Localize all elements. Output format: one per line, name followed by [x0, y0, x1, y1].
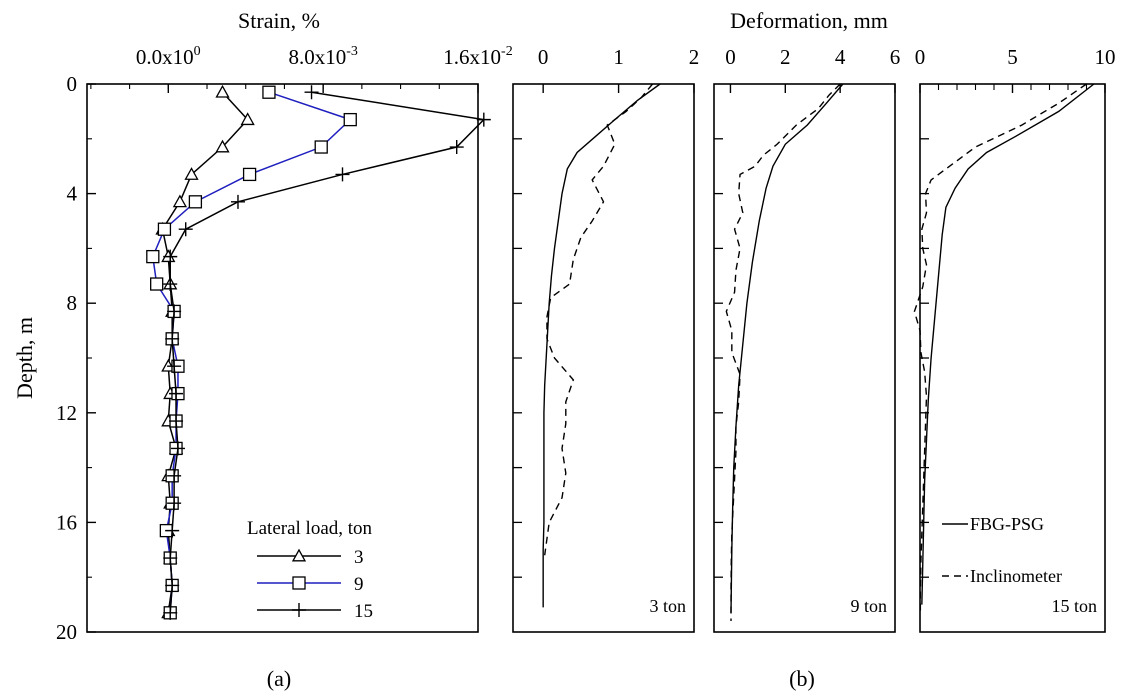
deformation-subpanel-1: 0 2 4 6 9 ton	[713, 45, 901, 633]
legend-title: Lateral load, ton	[247, 518, 373, 539]
legend-label-fbg-psg: FBG-PSG	[970, 514, 1044, 534]
deformation-panel: Deformation, mm 0 1 2 3 ton 0 2 4 6 9 ton 0 5 10 15 t…	[512, 8, 1116, 633]
strain-x-tick-label: 1.6x10-2	[443, 44, 512, 69]
legend-label-9: 9	[354, 574, 364, 595]
deformation-fbg-psg-line	[542, 83, 661, 608]
deformation-inclinometer-line	[725, 83, 841, 622]
strain-series-15-point	[476, 112, 491, 127]
legend-marker-9	[292, 576, 306, 590]
strain-y-tick-label: 8	[67, 291, 78, 315]
strain-series-15-point	[167, 304, 182, 319]
deformation-x-tick-label: 5	[1007, 45, 1018, 69]
legend-label-inclinometer: Inclinometer	[970, 566, 1062, 586]
strain-series-9-point	[262, 85, 276, 99]
strain-series-15-point	[230, 194, 245, 209]
deformation-subpanel-label: 3 ton	[649, 596, 686, 616]
deformation-x-tick-label: 0	[725, 45, 736, 69]
deformation-x-tick-label: 4	[835, 45, 846, 69]
strain-y-tick-label: 12	[56, 401, 77, 425]
strain-series-15-point	[167, 468, 182, 483]
strain-series-9-point	[343, 112, 357, 127]
deformation-subpanel-label: 9 ton	[850, 596, 887, 616]
legend-marker-15	[292, 603, 306, 617]
strain-y-axis-label: Depth, m	[12, 317, 37, 399]
strain-series-9-point	[157, 222, 172, 236]
deformation-x-tick-label: 0	[915, 45, 926, 69]
strain-x-axis-label: Strain, %	[238, 8, 320, 33]
strain-series-3-point	[172, 194, 188, 208]
strain-series-15-point	[167, 496, 182, 511]
panel-label-b: (b)	[789, 666, 815, 691]
strain-series-9-point	[188, 195, 203, 209]
deformation-subpanel-2: 0 5 10 15 ton	[913, 45, 1116, 633]
strain-series-15-point	[449, 140, 464, 155]
strain-series-15-point	[165, 523, 180, 538]
strain-y-tick-label: 0	[67, 72, 78, 96]
strain-series-15-point	[163, 605, 178, 620]
deformation-subpanel-label: 15 ton	[1051, 596, 1097, 616]
deformation-x-tick-label: 6	[890, 45, 901, 69]
panel-label-a: (a)	[267, 666, 291, 691]
strain-panel: 0.0x100 8.0x10-3 1.6x10-2 0 4 8 12 16 20 Strain, …	[12, 8, 513, 644]
strain-series-3-point	[184, 167, 199, 180]
deformation-inclinometer-line	[913, 83, 1087, 616]
strain-series-9-point	[314, 140, 328, 154]
deformation-fbg-psg-line	[921, 83, 1095, 605]
legend-label-3: 3	[354, 547, 364, 568]
strain-series-15-point	[165, 578, 180, 593]
deformation-fbg-psg-line	[730, 83, 844, 613]
strain-series-15-point	[335, 167, 350, 182]
strain-series-9-point	[150, 277, 164, 291]
strain-series-3-point	[215, 139, 230, 153]
strain-series-15-point	[167, 359, 182, 374]
strain-series-15-point	[165, 331, 180, 346]
deformation-x-tick-label: 0	[538, 45, 549, 69]
strain-x-tick-label: 8.0x10-3	[288, 44, 357, 69]
strain-series-15-point	[163, 249, 178, 264]
deformation-frame	[512, 83, 695, 633]
deformation-x-tick-label: 2	[689, 45, 700, 69]
strain-series-15-point	[178, 222, 193, 237]
strain-series-15-point	[163, 277, 178, 292]
deformation-subpanel-0: 0 1 2 3 ton	[512, 45, 700, 633]
strain-series-15-point	[169, 414, 184, 429]
deformation-x-tick-label: 10	[1095, 45, 1116, 69]
strain-series-9-point	[146, 249, 160, 264]
strain-plot-frame	[86, 83, 479, 633]
deformation-frame	[919, 83, 1106, 633]
strain-y-tick-label: 16	[56, 510, 77, 534]
strain-series-3-point	[215, 84, 230, 98]
strain-y-tick-label: 20	[56, 620, 77, 644]
strain-series-15-point	[163, 551, 178, 566]
strain-x-tick-label: 0.0x100	[136, 44, 201, 69]
strain-series-9-point	[242, 167, 257, 182]
deformation-x-tick-label: 2	[780, 45, 791, 69]
deformation-x-axis-label: Deformation, mm	[730, 8, 888, 33]
strain-series-15-point	[169, 386, 184, 401]
deformation-x-tick-label: 1	[613, 45, 624, 69]
strain-y-tick-label: 4	[67, 182, 78, 206]
deformation-inclinometer-line	[543, 83, 654, 556]
legend-marker-3	[291, 548, 307, 562]
strain-series-15-point	[304, 85, 319, 100]
legend-label-15: 15	[354, 601, 373, 622]
strain-series-3-point	[240, 112, 255, 126]
strain-series-15-point	[170, 441, 185, 456]
